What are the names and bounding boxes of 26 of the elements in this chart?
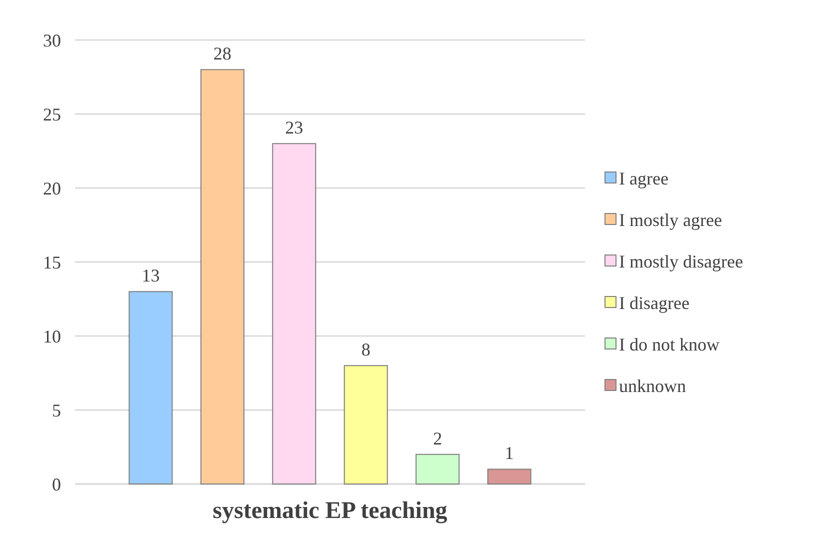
legend-label: I do not know <box>619 334 720 354</box>
data-label: 2 <box>433 428 442 448</box>
data-label: 28 <box>213 44 232 64</box>
bar <box>487 468 532 484</box>
y-tick-label: 25 <box>43 104 61 124</box>
legend-label: I agree <box>619 168 668 188</box>
legend-label: I disagree <box>619 292 690 313</box>
legend-label: I mostly agree <box>619 210 722 230</box>
data-label: 13 <box>142 266 160 286</box>
y-tick-label: 5 <box>52 400 61 420</box>
x-tick-label: systematic EP teaching <box>212 498 448 524</box>
data-label: 8 <box>361 340 370 360</box>
y-tick-label: 15 <box>43 252 61 272</box>
data-label: 1 <box>504 443 514 464</box>
y-tick-label: 30 <box>43 30 61 50</box>
bar <box>344 365 388 484</box>
y-tick-label: 20 <box>43 178 61 198</box>
bar <box>200 69 244 484</box>
data-label: 23 <box>285 118 304 138</box>
legend-label: I mostly disagree <box>619 251 743 272</box>
y-tick-label: 0 <box>52 474 61 494</box>
bar <box>128 291 173 484</box>
bar <box>272 143 316 484</box>
legend-label: unknown <box>619 376 686 396</box>
y-tick-label: 10 <box>43 326 61 346</box>
bar <box>416 454 460 484</box>
